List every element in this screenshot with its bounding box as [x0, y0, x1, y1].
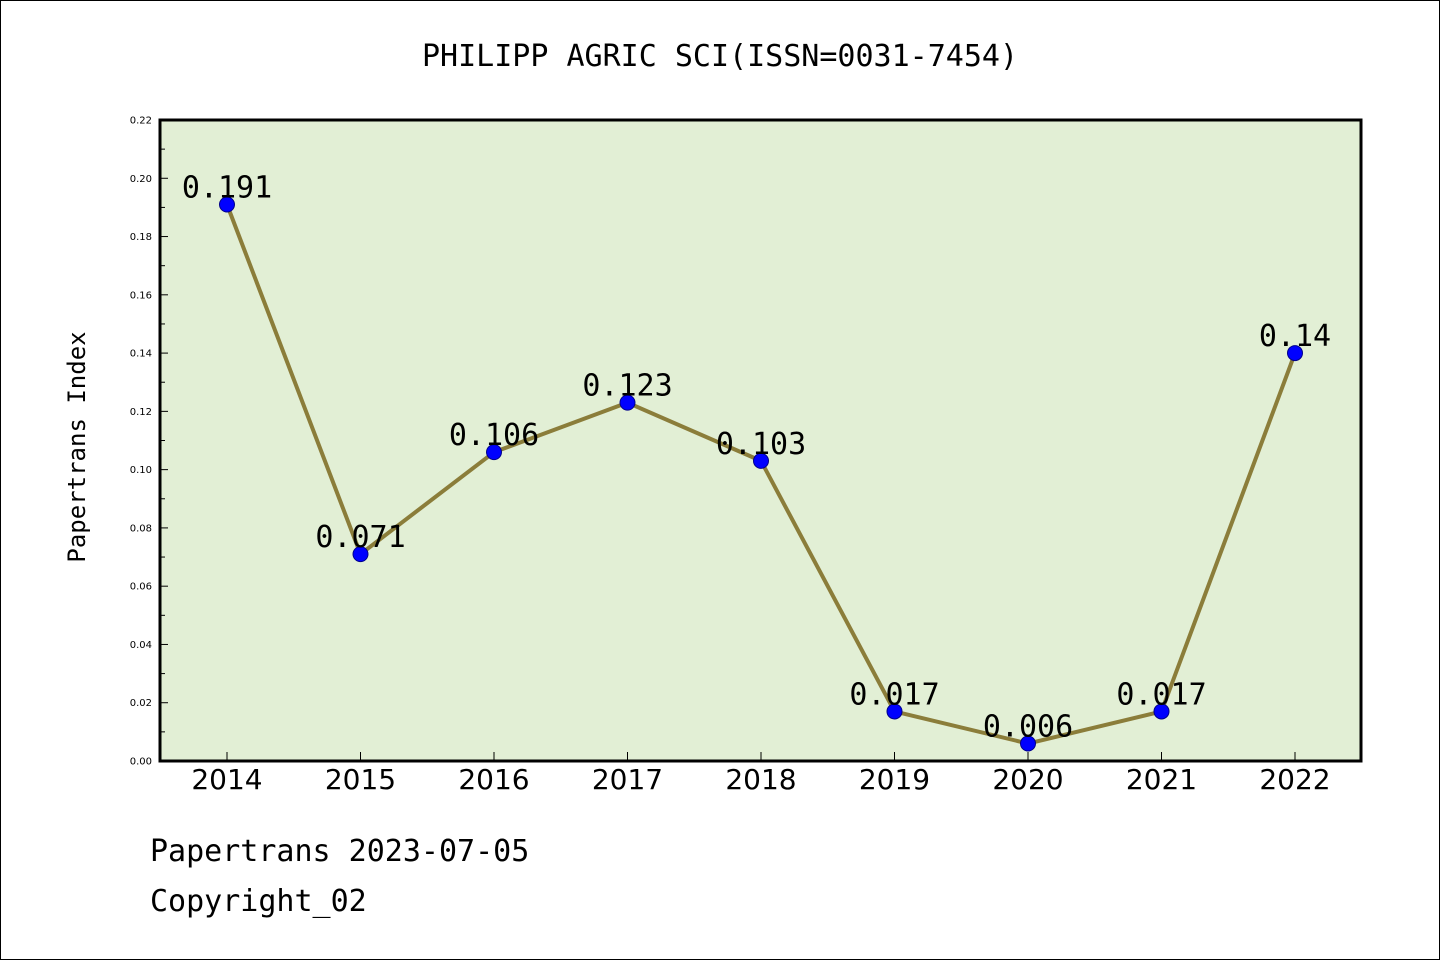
data-label: 0.106 [449, 418, 539, 453]
y-tick-label: 0.16 [130, 290, 152, 301]
y-tick-label: 0.02 [130, 698, 152, 709]
x-tick-label: 2016 [458, 763, 529, 796]
y-tick-label: 0.14 [130, 349, 152, 360]
data-label: 0.191 [182, 170, 272, 205]
y-axis-label: Papertrans Index [63, 331, 91, 562]
y-tick-label: 0.04 [130, 640, 152, 651]
data-point [619, 394, 636, 411]
data-label: 0.017 [1116, 677, 1206, 712]
y-tick-label: 0.18 [130, 232, 152, 243]
data-label: 0.017 [849, 677, 939, 712]
chart-title: PHILIPP AGRIC SCI(ISSN=0031-7454) [422, 39, 1018, 74]
footer-copyright: Copyright_02 [150, 884, 367, 919]
data-label: 0.071 [315, 520, 405, 555]
x-tick-label: 2019 [859, 763, 930, 796]
y-tick-label: 0.06 [130, 582, 152, 593]
x-axis-ticks: 2014 2015 2016 2017 2018 2019 2020 2021 2022 [191, 752, 1331, 796]
data-point [219, 196, 235, 213]
data-point [753, 452, 769, 469]
data-label: 0.103 [716, 427, 806, 462]
y-tick-label: 0.12 [130, 407, 152, 418]
data-point [1153, 703, 1170, 720]
plot-border [158, 118, 1363, 763]
data-label: 0.006 [983, 710, 1073, 745]
x-tick-label: 2015 [325, 763, 396, 796]
footer-date: Papertrans 2023-07-05 [150, 834, 530, 869]
data-point [1287, 345, 1303, 362]
data-label: 0.123 [582, 369, 672, 404]
data-label: 0.14 [1259, 319, 1331, 354]
y-tick-label: 0.20 [130, 174, 152, 185]
x-tick-label: 2021 [1126, 763, 1197, 796]
y-tick-label: 0.00 [130, 757, 152, 768]
x-tick-label: 2014 [191, 763, 262, 796]
plot-area [160, 120, 1361, 761]
x-tick-label: 2022 [1259, 763, 1330, 796]
y-tick-label: 0.22 [130, 116, 152, 127]
x-tick-label: 2018 [725, 763, 796, 796]
data-point [886, 703, 903, 720]
data-point [486, 444, 502, 461]
series-markers [219, 196, 1303, 752]
data-point [352, 546, 369, 563]
x-tick-label: 2017 [592, 763, 663, 796]
x-tick-label: 2020 [992, 763, 1063, 796]
data-point [1020, 735, 1036, 752]
y-tick-label: 0.10 [130, 465, 152, 476]
y-tick-label: 0.08 [130, 523, 152, 534]
data-labels: 0.191 0.071 0.106 0.123 0.103 0.017 0.006 0.017… [182, 170, 1331, 744]
